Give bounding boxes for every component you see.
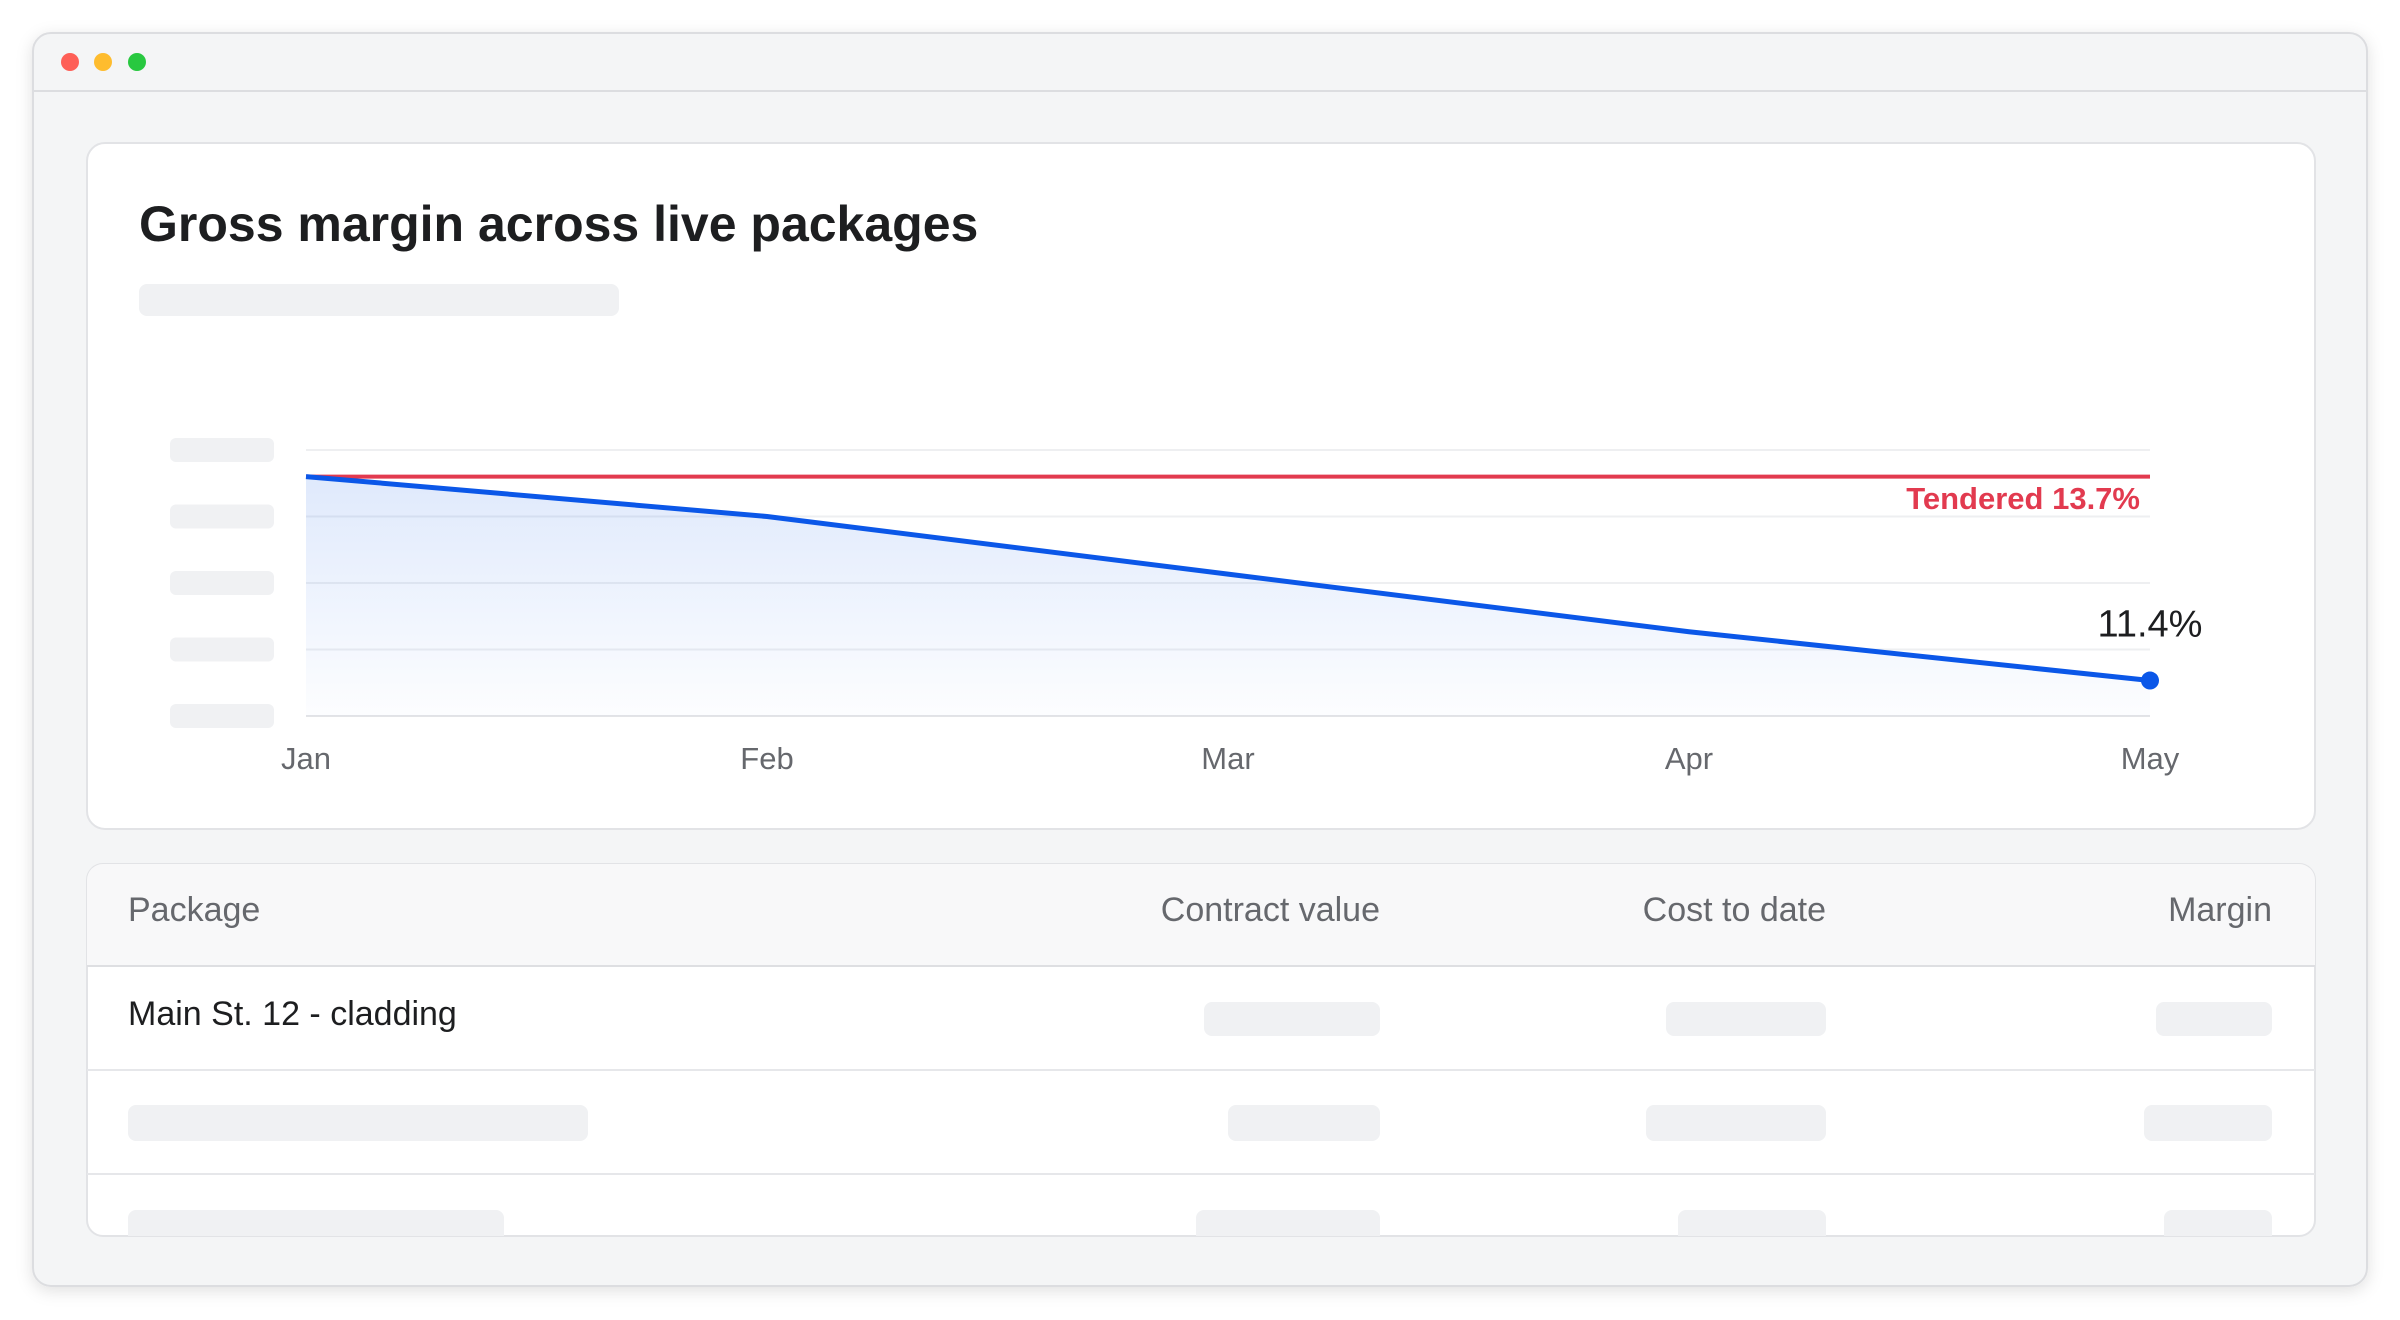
y-label-skeleton bbox=[170, 704, 274, 728]
column-header: Margin bbox=[2168, 891, 2272, 929]
x-tick-label: Apr bbox=[1665, 741, 1713, 776]
y-label-skeleton bbox=[170, 504, 274, 529]
column-header: Package bbox=[128, 891, 260, 929]
value-label: 11.4% bbox=[2098, 604, 2203, 646]
cell-skeleton bbox=[1666, 1002, 1826, 1036]
cell-skeleton bbox=[2164, 1210, 2272, 1236]
x-tick-label: Jan bbox=[281, 741, 331, 776]
point bbox=[2141, 671, 2159, 690]
subtitle-skeleton bbox=[139, 284, 619, 316]
table-header bbox=[87, 864, 2315, 966]
minimize-button[interactable] bbox=[94, 53, 112, 71]
cell-skeleton bbox=[2144, 1105, 2272, 1141]
cell-skeleton bbox=[2156, 1002, 2272, 1036]
cell-skeleton bbox=[128, 1105, 588, 1141]
y-label-skeleton bbox=[170, 438, 274, 462]
area bbox=[306, 476, 2150, 716]
y-label-skeleton bbox=[170, 571, 274, 595]
x-tick-label: Mar bbox=[1201, 741, 1254, 776]
reference-label: Tendered 13.7% bbox=[1906, 481, 2140, 516]
column-header: Contract value bbox=[1161, 891, 1380, 929]
y-label-skeleton bbox=[170, 637, 274, 662]
table-cell: Main St. 12 - cladding bbox=[128, 995, 457, 1033]
close-button[interactable] bbox=[61, 53, 79, 71]
zoom-button[interactable] bbox=[128, 53, 146, 71]
table: Package Contract value Cost to date Margin M… bbox=[87, 864, 2315, 1236]
cell-skeleton bbox=[128, 1210, 504, 1236]
x-tick-label: Feb bbox=[740, 741, 793, 776]
line bbox=[305, 474, 2151, 684]
chart-title: Gross margin across live packages bbox=[139, 196, 978, 252]
cell-skeleton bbox=[1678, 1210, 1826, 1236]
cell-skeleton bbox=[1196, 1210, 1380, 1236]
cell-skeleton bbox=[1646, 1105, 1826, 1141]
column-header: Cost to date bbox=[1643, 891, 1826, 929]
cell-skeleton bbox=[1228, 1105, 1380, 1141]
x-tick-label: May bbox=[2121, 741, 2180, 776]
cell-skeleton bbox=[1204, 1002, 1380, 1036]
